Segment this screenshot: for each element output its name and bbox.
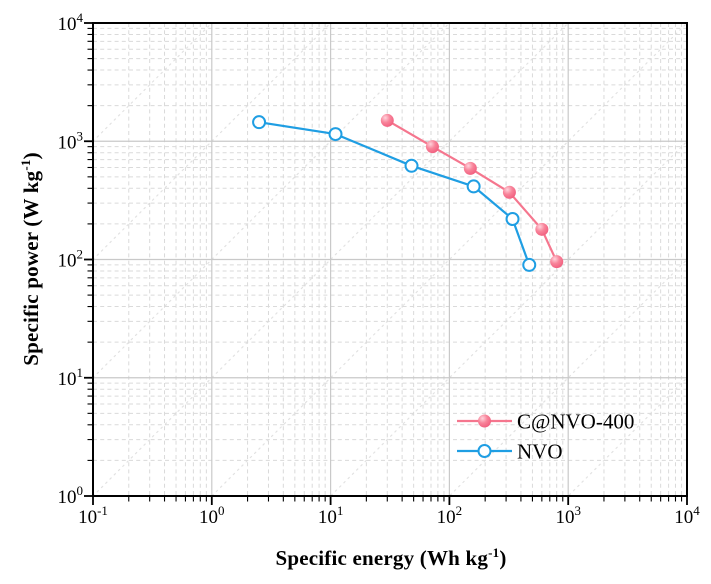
svg-text:101: 101 — [58, 365, 84, 390]
x-axis-title-close: ) — [499, 546, 507, 570]
legend-label-cnvo-400: C@NVO-400 — [517, 410, 634, 434]
data-point-nvo — [466, 179, 481, 194]
y-axis-title-text: Specific power (W kg — [19, 170, 43, 366]
svg-text:102: 102 — [58, 247, 84, 272]
data-point-cnvo-400 — [535, 222, 549, 236]
y-tick-labels: 100 101 102 103 104 — [58, 10, 84, 508]
x-axis-title-text: Specific energy (Wh kg — [275, 546, 489, 570]
series-line-nvo — [258, 121, 531, 266]
legend-marker-cnvo-400 — [478, 414, 491, 428]
data-point-cnvo-400 — [502, 185, 516, 199]
data-point-cnvo-400 — [463, 161, 477, 175]
axis-ticks — [84, 22, 688, 505]
svg-text:100: 100 — [199, 503, 225, 528]
data-point-cnvo-400 — [425, 140, 439, 154]
y-axis-title: Specific power (W kg-1) — [18, 152, 44, 366]
data-point-nvo — [328, 127, 343, 142]
svg-text:103: 103 — [58, 128, 84, 153]
data-point-cnvo-400 — [380, 113, 394, 127]
series-nvo — [252, 115, 537, 272]
svg-text:104: 104 — [58, 10, 84, 35]
legend-label-nvo: NVO — [517, 440, 563, 464]
grid-major — [93, 23, 687, 496]
svg-text:102: 102 — [437, 503, 463, 528]
legend: C@NVO-400 NVO — [457, 410, 634, 464]
grid-minor — [93, 23, 687, 496]
svg-text:104: 104 — [674, 503, 700, 528]
data-point-cnvo-400 — [550, 255, 564, 269]
series-cnvo-400 — [380, 113, 564, 269]
data-point-nvo — [505, 212, 520, 227]
y-axis-title-close: ) — [19, 152, 43, 160]
legend-marker-nvo — [477, 444, 492, 458]
svg-text:100: 100 — [58, 483, 84, 508]
svg-text:10-1: 10-1 — [78, 503, 108, 528]
data-point-nvo — [252, 115, 267, 130]
data-point-nvo — [404, 158, 419, 173]
x-tick-labels: 10-1 100 101 102 103 104 — [78, 503, 700, 528]
diagonal-guides — [93, 23, 687, 496]
data-point-nvo — [522, 257, 537, 272]
y-axis-title-superscript: -1 — [18, 159, 33, 171]
svg-text:101: 101 — [318, 503, 344, 528]
svg-text:103: 103 — [555, 503, 581, 528]
x-axis-title: Specific energy (Wh kg-1) — [95, 545, 687, 571]
x-axis-title-superscript: -1 — [488, 545, 500, 560]
plot-frame — [92, 22, 688, 497]
